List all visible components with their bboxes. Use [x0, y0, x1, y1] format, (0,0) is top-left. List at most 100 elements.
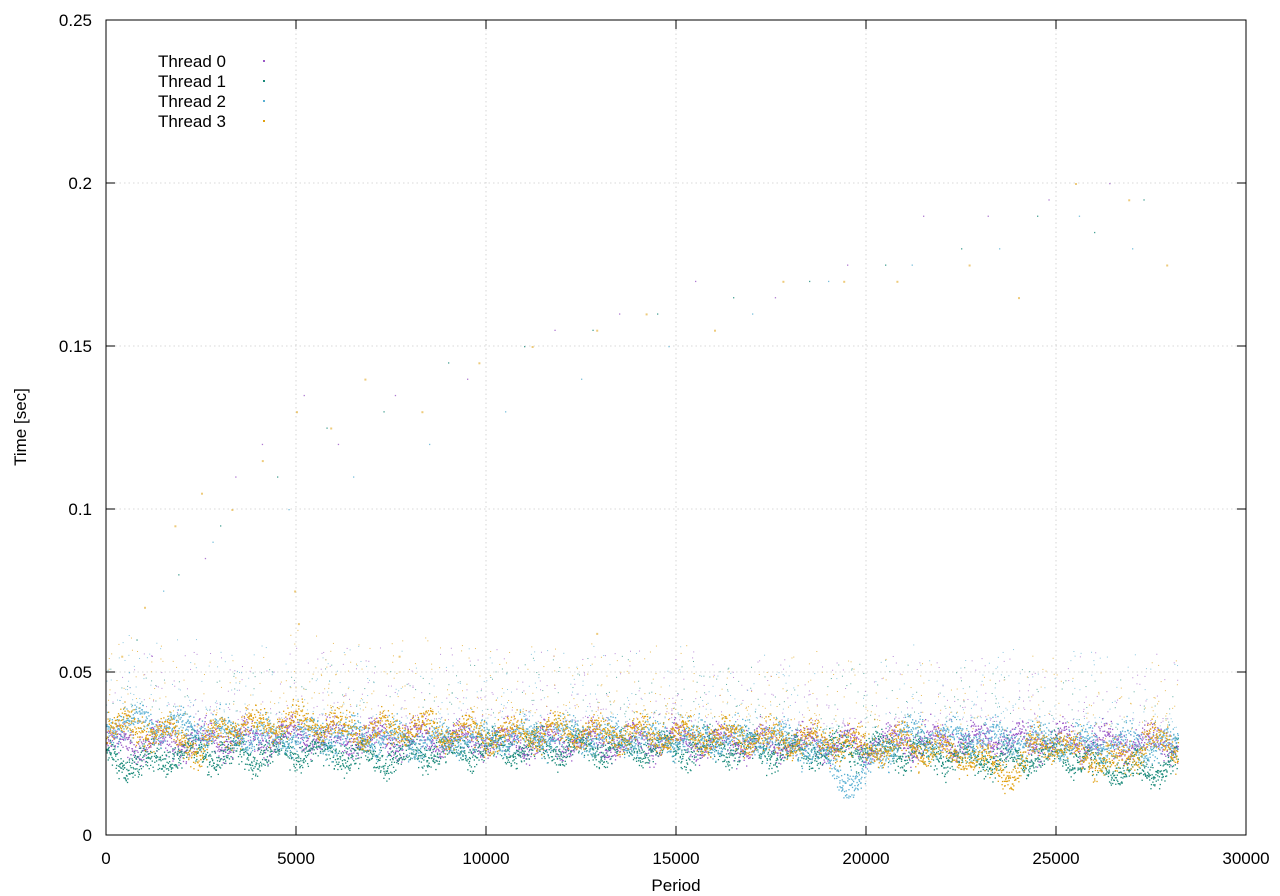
- series-0-point: [559, 754, 562, 756]
- series-0-point: [537, 751, 539, 754]
- series-0-point: [843, 734, 845, 736]
- series-1-point: [325, 744, 328, 747]
- series-0-point: [159, 737, 162, 739]
- series-1-point: [257, 748, 260, 750]
- series-0-point: [462, 734, 464, 737]
- series-0-point: [217, 743, 219, 746]
- series-0-point: [163, 740, 165, 742]
- series-0-point: [949, 734, 952, 736]
- series-0-point: [388, 741, 390, 744]
- series-1-point: [337, 768, 339, 771]
- series-0-point: [165, 755, 168, 757]
- series-1-point: [322, 750, 324, 753]
- series-0-point: [1021, 731, 1023, 733]
- series-0-point: [790, 743, 792, 745]
- series-0-point: [147, 750, 149, 753]
- series-1-point: [339, 755, 341, 758]
- series-0-point: [596, 746, 599, 748]
- series-0-point: [637, 741, 639, 743]
- series-0-scatter-point: [210, 653, 212, 655]
- series-1-point: [260, 749, 263, 751]
- series-1-point: [177, 750, 179, 753]
- series-0-point: [1080, 743, 1083, 745]
- series-0-scatter-point: [1145, 700, 1147, 702]
- series-0-point: [207, 724, 210, 726]
- series-0-point: [956, 757, 958, 759]
- series-0-point: [112, 735, 114, 737]
- series-0-point: [1087, 751, 1089, 753]
- series-0-point: [746, 756, 748, 758]
- series-0-scatter-point: [262, 701, 264, 703]
- series-0-point: [126, 738, 129, 741]
- series-0-point: [334, 715, 336, 717]
- series-1-point: [178, 757, 180, 760]
- series-0-point: [301, 738, 304, 741]
- series-0-scatter-point: [343, 695, 345, 697]
- series-1-point: [312, 739, 314, 741]
- series-0-point: [1002, 753, 1004, 756]
- series-1-point: [316, 745, 318, 747]
- series-0-point: [266, 731, 268, 733]
- series-0-point: [451, 742, 453, 744]
- series-0-point: [984, 732, 986, 735]
- series-0-point: [144, 741, 147, 743]
- series-0-point: [1136, 739, 1139, 741]
- series-1-point: [378, 759, 380, 762]
- series-0-point: [222, 762, 225, 764]
- series-0-point: [955, 749, 958, 752]
- series-0-point: [1136, 750, 1138, 752]
- series-0-point: [965, 735, 968, 737]
- series-0-point: [971, 740, 973, 742]
- series-1-point: [200, 745, 203, 748]
- series-0-point: [706, 739, 708, 742]
- series-0-scatter-point: [596, 698, 598, 700]
- series-0-point: [218, 755, 220, 757]
- series-0-point: [438, 750, 441, 752]
- series-0-point: [118, 725, 120, 727]
- series-0-point: [143, 759, 145, 761]
- series-0-point: [911, 754, 913, 756]
- series-0-point: [964, 732, 967, 734]
- series-0-point: [390, 731, 392, 734]
- series-0-point: [562, 741, 564, 744]
- series-0-point: [583, 730, 586, 732]
- series-0-point: [611, 738, 614, 740]
- series-0-point: [726, 735, 729, 738]
- series-0-point: [1111, 735, 1113, 738]
- series-0-point: [315, 732, 317, 734]
- series-0-point: [870, 749, 872, 751]
- series-0-point: [241, 723, 244, 725]
- series-0-scatter-point: [920, 702, 922, 704]
- series-0-point: [889, 724, 891, 726]
- series-0-scatter-point: [536, 709, 538, 711]
- series-0-point: [685, 742, 687, 744]
- series-0-point: [580, 746, 582, 748]
- series-0-point: [433, 758, 435, 760]
- series-1-point: [211, 751, 213, 753]
- series-0-point: [163, 730, 165, 732]
- series-0-point: [998, 740, 1000, 742]
- series-0-point: [1156, 730, 1158, 732]
- series-0-point: [329, 716, 331, 719]
- series-0-point: [370, 740, 372, 742]
- series-0-point: [733, 737, 735, 739]
- series-0-point: [883, 735, 885, 737]
- series-0-scatter-point: [1000, 719, 1002, 721]
- series-0-point: [418, 719, 420, 721]
- series-0-point: [628, 738, 631, 740]
- series-1-point: [354, 763, 356, 765]
- series-0-point: [1102, 730, 1104, 733]
- series-1-point: [182, 757, 184, 759]
- series-0-point: [246, 729, 249, 731]
- series-0-point: [539, 726, 542, 728]
- series-0-point: [904, 747, 906, 749]
- series-0-point: [277, 741, 280, 744]
- series-0-point: [1022, 721, 1024, 723]
- series-0-point: [604, 758, 606, 760]
- series-0-scatter-point: [694, 719, 696, 721]
- series-0-scatter-point: [484, 696, 486, 698]
- series-1-point: [120, 762, 123, 764]
- series-1-point: [134, 751, 136, 753]
- series-0-point: [1033, 749, 1035, 751]
- series-0-point: [412, 716, 414, 719]
